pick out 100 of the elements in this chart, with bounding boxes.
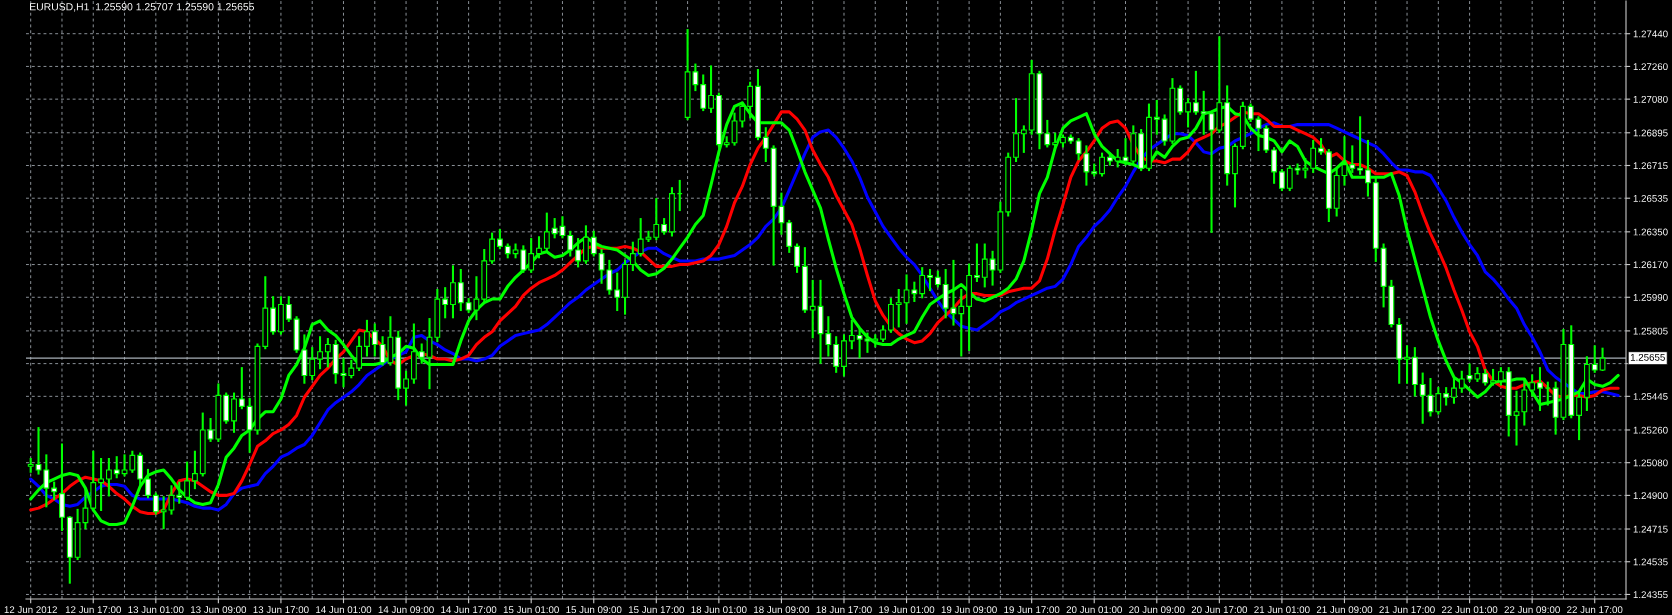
candlestick	[575, 238, 582, 268]
candlestick	[176, 481, 183, 504]
candlestick	[1529, 374, 1536, 397]
x-tick-label: 19 Jun 17:00	[1004, 606, 1060, 614]
candlestick	[285, 296, 292, 322]
y-tick-label: 1.26350	[1633, 228, 1668, 236]
candlestick	[192, 450, 198, 490]
candlestick	[1044, 119, 1051, 148]
candlestick	[442, 287, 449, 319]
candlestick	[1591, 345, 1598, 373]
chart-title: EURUSD,H1 1.25590 1.25707 1.25590 1.25655	[30, 3, 255, 12]
candlestick	[1576, 390, 1582, 441]
candlestick	[152, 492, 159, 515]
candlestick	[528, 238, 535, 273]
y-tick-label: 1.25260	[1633, 426, 1668, 434]
candlestick	[113, 456, 120, 479]
candlestick	[98, 458, 104, 511]
candlestick	[1404, 345, 1410, 384]
y-tick-label: 1.24715	[1633, 525, 1668, 533]
y-tick-label: 1.24535	[1633, 558, 1668, 566]
y-tick-label: 1.27080	[1633, 95, 1668, 103]
candlestick	[105, 458, 112, 497]
x-tick-label: 13 Jun 09:00	[191, 606, 247, 614]
x-tick-label: 14 Jun 17:00	[441, 606, 497, 614]
y-tick-label: 1.26170	[1633, 261, 1668, 269]
candlestick	[231, 392, 237, 433]
x-tick-label: 22 Jun 17:00	[1567, 606, 1623, 614]
candlestick	[590, 230, 597, 257]
y-tick-label: 1.24900	[1633, 492, 1668, 500]
x-tick-label: 22 Jun 01:00	[1441, 606, 1498, 614]
y-tick-label: 1.26895	[1633, 129, 1668, 137]
candlestick	[762, 127, 769, 162]
x-tick-label: 20 Jun 09:00	[1129, 606, 1185, 614]
x-tick-label: 19 Jun 09:00	[941, 606, 997, 614]
candlestick	[1263, 125, 1270, 153]
x-tick-label: 21 Jun 09:00	[1316, 606, 1373, 614]
x-tick-label: 13 Jun 17:00	[253, 606, 309, 614]
x-tick-label: 19 Jun 01:00	[879, 606, 935, 614]
candlestick	[1279, 169, 1285, 192]
candlestick	[708, 65, 714, 113]
x-tick-label: 13 Jun 01:00	[128, 606, 184, 614]
candlestick	[450, 265, 456, 319]
y-tick-label: 1.25080	[1633, 459, 1668, 467]
candlestick	[309, 347, 316, 381]
y-tick-label: 1.24355	[1633, 591, 1668, 599]
candlestick	[536, 236, 542, 259]
candlestick	[567, 230, 574, 257]
x-tick-label: 21 Jun 01:00	[1254, 606, 1310, 614]
x-tick-label: 18 Jun 01:00	[691, 606, 747, 614]
candlestick	[137, 452, 144, 488]
candlestick	[653, 198, 660, 241]
candlestick	[356, 336, 363, 372]
candlestick	[1490, 368, 1496, 386]
candlestick	[1099, 152, 1105, 177]
candlestick	[1365, 139, 1371, 197]
candlestick	[184, 461, 190, 501]
candlestick	[457, 268, 464, 312]
candlestick	[1192, 70, 1199, 115]
x-tick-label: 14 Jun 09:00	[378, 606, 434, 614]
y-tick-label: 1.26535	[1633, 194, 1668, 202]
x-tick-label: 20 Jun 17:00	[1191, 606, 1248, 614]
y-tick-label: 1.27440	[1633, 30, 1668, 38]
candlestick	[324, 338, 331, 368]
candlestick	[1177, 85, 1184, 115]
candlestick	[1020, 125, 1027, 153]
candlestick	[403, 370, 409, 406]
x-tick-label: 15 Jun 17:00	[628, 606, 685, 614]
candlestick	[1286, 165, 1293, 192]
y-tick-label: 1.25445	[1633, 393, 1668, 400]
candlestick	[833, 336, 840, 373]
candlestick	[1357, 116, 1364, 175]
candlestick	[958, 288, 965, 357]
x-tick-label: 18 Jun 17:00	[816, 606, 872, 614]
candlestick	[418, 343, 425, 364]
ref-line-label: 1.25655	[1630, 353, 1665, 361]
candlestick	[270, 296, 277, 335]
candlestick	[1435, 387, 1442, 415]
y-tick-label: 1.25805	[1633, 327, 1668, 335]
candlestick	[927, 268, 933, 292]
candlestick	[1153, 99, 1160, 135]
x-tick-label: 22 Jun 09:00	[1504, 606, 1560, 614]
x-tick-label: 12 Jun 17:00	[65, 606, 121, 614]
candlestick	[1271, 147, 1277, 184]
candlestick	[145, 468, 151, 499]
candlestick	[371, 323, 378, 357]
x-tick-label: 20 Jun 01:00	[1066, 606, 1122, 614]
y-tick-label: 1.25990	[1633, 294, 1668, 301]
candlestick	[317, 336, 323, 370]
candlestick	[981, 243, 988, 288]
candlestick	[543, 212, 550, 252]
candlestick	[809, 279, 816, 339]
candlestick	[1599, 347, 1606, 372]
candlestick	[700, 74, 707, 112]
candlestick	[1537, 367, 1543, 412]
candlestick	[629, 241, 636, 272]
candlestick	[364, 319, 370, 357]
candlestick	[794, 243, 800, 273]
candlestick	[340, 358, 347, 388]
candlestick	[1419, 372, 1426, 424]
candlestick	[1310, 139, 1317, 173]
